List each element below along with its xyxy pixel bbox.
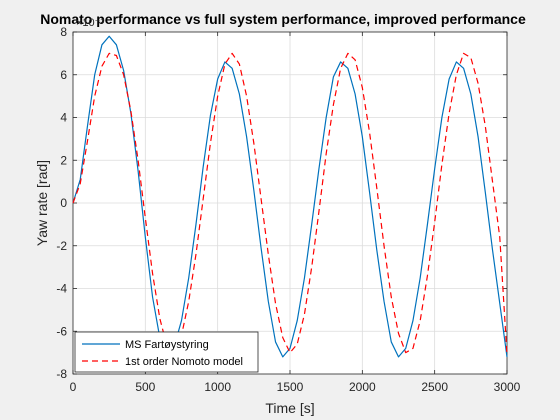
x-tick-label: 2000 bbox=[349, 380, 376, 394]
y-tick-label: 2 bbox=[60, 153, 67, 167]
y-tick-label: -4 bbox=[56, 282, 67, 296]
y-tick-label: -8 bbox=[56, 367, 67, 381]
x-tick-label: 3000 bbox=[494, 380, 521, 394]
y-exponent-label: ×10⁻³ bbox=[76, 17, 104, 29]
x-tick-labels: 0 500 1000 1500 2000 2500 3000 bbox=[70, 380, 521, 394]
chart-title: Nomato performance vs full system perfor… bbox=[40, 11, 526, 27]
y-tick-label: 4 bbox=[60, 111, 67, 125]
x-tick-label: 2500 bbox=[421, 380, 448, 394]
x-tick-label: 1500 bbox=[277, 380, 304, 394]
y-tick-label: -6 bbox=[56, 324, 67, 338]
grid bbox=[73, 32, 507, 374]
y-tick-label: 6 bbox=[60, 68, 67, 82]
x-tick-label: 0 bbox=[70, 380, 77, 394]
y-tick-labels: -8 -6 -4 -2 0 2 4 6 8 bbox=[56, 25, 67, 381]
legend[interactable]: MS Fartøystyring 1st order Nomoto model bbox=[74, 331, 259, 373]
series-ms-fartoystyring-line bbox=[72, 35, 508, 358]
y-axis-label: Yaw rate [rad] bbox=[34, 160, 50, 246]
x-tick-label: 500 bbox=[135, 380, 155, 394]
legend-label-nomoto-model: 1st order Nomoto model bbox=[125, 356, 243, 368]
x-axis-label: Time [s] bbox=[265, 400, 314, 416]
legend-label-ms-fartoystyring: MS Fartøystyring bbox=[125, 339, 209, 351]
y-tick-label: 0 bbox=[60, 196, 67, 210]
y-tick-label: -2 bbox=[56, 239, 67, 253]
y-tick-label: 8 bbox=[60, 25, 67, 39]
x-tick-label: 1000 bbox=[204, 380, 231, 394]
legend-box bbox=[74, 331, 259, 373]
series-layer bbox=[72, 35, 508, 358]
